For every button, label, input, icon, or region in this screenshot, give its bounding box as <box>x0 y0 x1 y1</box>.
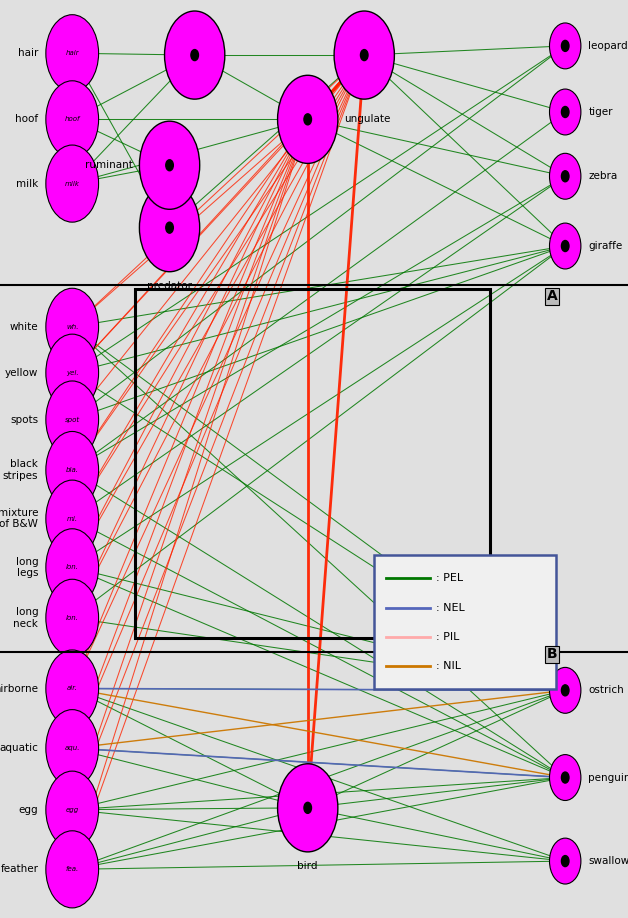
Circle shape <box>165 11 225 99</box>
Text: bla.: bla. <box>66 467 78 473</box>
Circle shape <box>561 772 569 783</box>
Circle shape <box>561 40 569 51</box>
Text: spots: spots <box>10 415 38 424</box>
Circle shape <box>46 831 99 908</box>
Text: swallow: swallow <box>588 856 628 866</box>
Text: black
stripes: black stripes <box>3 459 38 481</box>
Circle shape <box>561 241 569 252</box>
Text: mammal: mammal <box>171 0 218 2</box>
Circle shape <box>550 23 581 69</box>
Text: spot: spot <box>65 417 80 422</box>
Text: beast: beast <box>350 0 379 2</box>
Text: aqu.: aqu. <box>65 745 80 751</box>
Circle shape <box>46 579 99 656</box>
Circle shape <box>550 667 581 713</box>
Circle shape <box>561 856 569 867</box>
Text: zebra: zebra <box>588 172 618 181</box>
Circle shape <box>166 160 173 171</box>
Text: : PIL: : PIL <box>436 633 460 642</box>
Text: ruminant: ruminant <box>85 161 133 170</box>
Text: : PEL: : PEL <box>436 574 463 583</box>
Text: ostrich: ostrich <box>588 686 624 695</box>
FancyBboxPatch shape <box>374 555 556 688</box>
Text: ungulate: ungulate <box>344 115 391 124</box>
Circle shape <box>46 381 99 458</box>
Text: A: A <box>547 289 558 303</box>
Circle shape <box>561 685 569 696</box>
Circle shape <box>46 15 99 92</box>
Circle shape <box>360 50 368 61</box>
Circle shape <box>46 334 99 411</box>
Circle shape <box>139 121 200 209</box>
Circle shape <box>550 838 581 884</box>
Circle shape <box>304 114 311 125</box>
Circle shape <box>46 480 99 557</box>
Bar <box>135 289 490 638</box>
Circle shape <box>561 106 569 118</box>
Text: feather: feather <box>0 865 38 874</box>
Text: giraffe: giraffe <box>588 241 623 251</box>
Text: hair: hair <box>65 50 79 56</box>
Text: lon.: lon. <box>66 565 78 570</box>
Circle shape <box>550 153 581 199</box>
Circle shape <box>46 771 99 848</box>
Text: mi.: mi. <box>67 516 78 521</box>
Circle shape <box>191 50 198 61</box>
Text: milk: milk <box>65 181 80 186</box>
Text: leopard: leopard <box>588 41 628 50</box>
Circle shape <box>46 431 99 509</box>
Text: : NEL: : NEL <box>436 603 465 612</box>
Text: fea.: fea. <box>65 867 79 872</box>
Text: airborne: airborne <box>0 684 38 693</box>
Text: yellow: yellow <box>5 368 38 377</box>
Circle shape <box>139 184 200 272</box>
Text: predator: predator <box>147 281 192 291</box>
Circle shape <box>304 802 311 813</box>
Circle shape <box>561 171 569 182</box>
Text: egg: egg <box>19 805 38 814</box>
Circle shape <box>550 223 581 269</box>
Text: lon.: lon. <box>66 615 78 621</box>
Text: hair: hair <box>18 49 38 58</box>
Text: aquatic: aquatic <box>0 744 38 753</box>
Text: B: B <box>547 647 558 661</box>
Text: egg: egg <box>65 807 79 812</box>
Text: tiger: tiger <box>588 107 613 117</box>
Text: bird: bird <box>298 861 318 871</box>
Circle shape <box>166 222 173 233</box>
Circle shape <box>46 288 99 365</box>
Text: milk: milk <box>16 179 38 188</box>
Text: yel.: yel. <box>66 370 78 375</box>
Circle shape <box>278 75 338 163</box>
Text: wh.: wh. <box>66 324 78 330</box>
Text: : NIL: : NIL <box>436 662 462 671</box>
Circle shape <box>278 764 338 852</box>
Text: penguins: penguins <box>588 773 628 782</box>
Circle shape <box>550 755 581 800</box>
Circle shape <box>46 529 99 606</box>
Text: air.: air. <box>67 686 78 691</box>
Circle shape <box>46 81 99 158</box>
Circle shape <box>550 89 581 135</box>
Circle shape <box>46 145 99 222</box>
Text: long
legs: long legs <box>16 556 38 578</box>
Circle shape <box>46 710 99 787</box>
Text: hoof: hoof <box>15 115 38 124</box>
Text: hoof: hoof <box>65 117 80 122</box>
Circle shape <box>334 11 394 99</box>
Text: long
neck: long neck <box>13 607 38 629</box>
Circle shape <box>46 650 99 727</box>
Text: mixture
of B&W: mixture of B&W <box>0 508 38 530</box>
Text: white: white <box>9 322 38 331</box>
